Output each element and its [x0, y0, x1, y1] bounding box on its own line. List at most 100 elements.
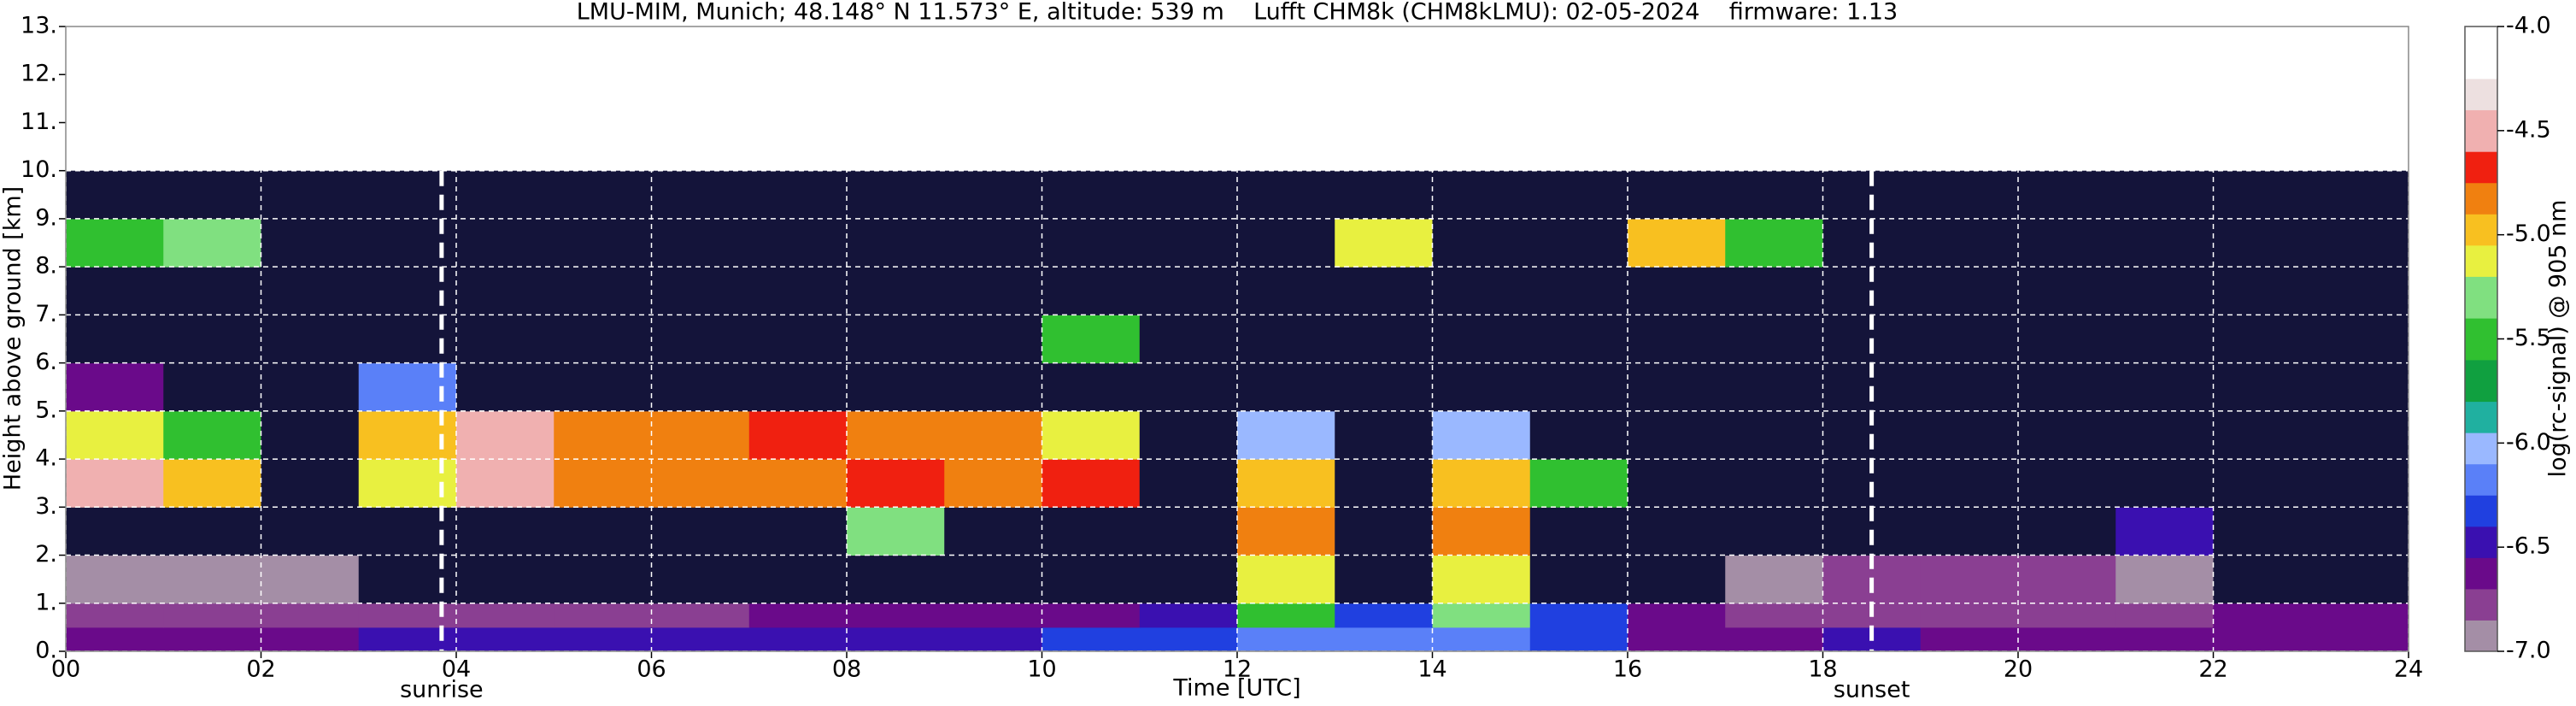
heatmap-cell [1529, 267, 1628, 315]
colorbar-band [2465, 620, 2497, 652]
heatmap-cell [1628, 362, 1726, 412]
heatmap-cell [2310, 362, 2409, 412]
heatmap-cell [1725, 603, 1823, 628]
heatmap-cell [2213, 555, 2312, 604]
heatmap-cell [554, 218, 652, 268]
heatmap-cell [2018, 362, 2116, 412]
heatmap-cell [2213, 603, 2312, 628]
heatmap-cell [1529, 459, 1628, 508]
heatmap-cell [554, 170, 652, 220]
heatmap-cell [2115, 315, 2214, 364]
heatmap-cell [1042, 555, 1141, 604]
heatmap-cell [163, 555, 261, 604]
heatmap-cell [554, 603, 652, 628]
heatmap-cell [2213, 267, 2312, 315]
x-tick-label: 22 [2198, 656, 2227, 683]
heatmap-cell [1432, 410, 1531, 460]
heatmap-cell [1628, 555, 1726, 604]
heatmap-cell [261, 362, 360, 412]
heatmap-cell [944, 362, 1042, 412]
heatmap-cell [1335, 603, 1433, 628]
heatmap-cell [456, 627, 555, 652]
heatmap-cell [554, 362, 652, 412]
heatmap-cell [1628, 410, 1726, 460]
heatmap-cell [847, 555, 945, 604]
heatmap-cell [2018, 170, 2116, 220]
heatmap-cell [1725, 459, 1823, 508]
heatmap-cell [1335, 218, 1433, 268]
heatmap-cell [1725, 627, 1823, 652]
y-tick-label: 11. [21, 109, 57, 135]
heatmap-cell [1529, 170, 1628, 220]
heatmap-cell [1529, 627, 1628, 652]
chart-title: LMU-MIM, Munich; 48.148° N 11.573° E, al… [577, 0, 1898, 26]
colorbar-band [2465, 526, 2497, 558]
x-tick-label: 20 [2004, 656, 2033, 683]
heatmap-cell [1725, 410, 1823, 460]
y-tick-label: 4. [35, 445, 57, 472]
heatmap-cell [651, 603, 750, 628]
heatmap-cell [2115, 507, 2214, 556]
heatmap-cell [163, 362, 261, 412]
heatmap-cell [2213, 627, 2312, 652]
heatmap-cell [2213, 362, 2312, 412]
heatmap-cell [1920, 507, 2019, 556]
heatmap-cell [1335, 315, 1433, 364]
heatmap-cell [66, 267, 164, 315]
heatmap-cell [554, 267, 652, 315]
x-tick-label: 06 [637, 656, 666, 683]
heatmap-cell [1432, 315, 1531, 364]
x-tick-label: 12 [1223, 656, 1252, 683]
heatmap-cell [1529, 218, 1628, 268]
colorbar-band [2465, 244, 2497, 277]
heatmap-cell [1042, 170, 1141, 220]
heatmap-cell [1139, 218, 1238, 268]
heatmap-cell [2115, 170, 2214, 220]
heatmap-cell [1529, 603, 1628, 628]
heatmap-cell [2115, 555, 2214, 604]
heatmap-cell [2213, 459, 2312, 508]
heatmap-cell [2310, 267, 2409, 315]
colorbar-band [2465, 276, 2497, 319]
heatmap-cell [847, 507, 945, 556]
colorbar-tick-label: -5.0 [2506, 221, 2551, 247]
colorbar-tick-label: -6.5 [2506, 533, 2551, 560]
heatmap-cell [1432, 627, 1531, 652]
heatmap-cell [66, 627, 164, 652]
heatmap-cell [1725, 362, 1823, 412]
heatmap-cell [163, 170, 261, 220]
heatmap-cell [456, 603, 555, 628]
heatmap-cell [651, 362, 750, 412]
heatmap-cell [944, 603, 1042, 628]
colorbar-tick-label: -6.0 [2506, 429, 2551, 456]
heatmap-cell [2115, 267, 2214, 315]
colorbar-band [2465, 588, 2497, 621]
y-tick-label: 2. [35, 541, 57, 568]
heatmap-cell [1920, 627, 2019, 652]
x-tick-label: 10 [1027, 656, 1056, 683]
heatmap-cell [2115, 459, 2214, 508]
x-tick-label: 00 [51, 656, 80, 683]
colorbar-band [2465, 214, 2497, 246]
heatmap-cell [2310, 170, 2409, 220]
heatmap-cell [66, 410, 164, 460]
heatmap-cell [1920, 218, 2019, 268]
y-tick-label: 10. [21, 156, 57, 183]
heatmap-cell [1237, 362, 1335, 412]
heatmap-cell [1139, 362, 1238, 412]
heatmap-cell [456, 555, 555, 604]
heatmap-cell [1920, 362, 2019, 412]
heatmap-cell [261, 410, 360, 460]
heatmap-cell [847, 315, 945, 364]
heatmap-cell [163, 410, 261, 460]
heatmap-cell [748, 627, 848, 652]
plot-frame [65, 26, 2409, 652]
heatmap-cell [1432, 218, 1531, 268]
heatmap-cell [1725, 218, 1823, 268]
heatmap-cell [2310, 218, 2409, 268]
heatmap-cell [1139, 507, 1238, 556]
x-axis-label: Time [UTC] [1172, 675, 1300, 702]
colorbar-tick-label: -4.0 [2506, 13, 2551, 39]
heatmap-cell [2213, 410, 2312, 460]
